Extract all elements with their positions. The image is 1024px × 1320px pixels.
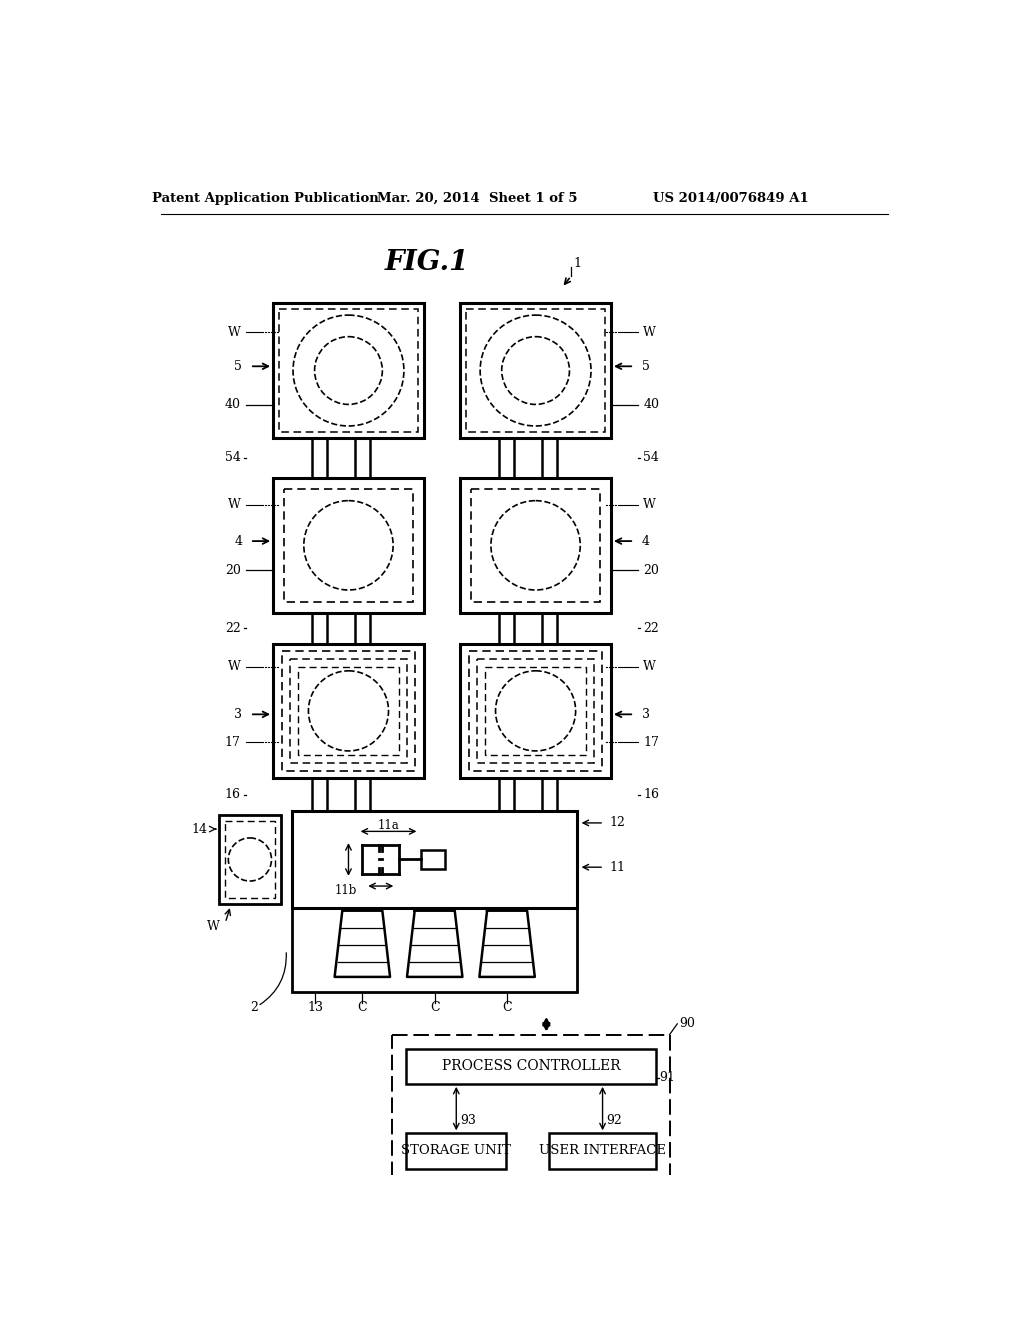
- Text: STORAGE UNIT: STORAGE UNIT: [401, 1144, 511, 1158]
- Text: 14: 14: [191, 822, 208, 836]
- Text: C: C: [357, 1001, 368, 1014]
- Bar: [460, 644, 611, 779]
- Text: W: W: [227, 660, 241, 673]
- Text: 3: 3: [642, 708, 650, 721]
- Text: 3: 3: [234, 708, 243, 721]
- Text: 16: 16: [224, 788, 241, 801]
- Text: 1: 1: [573, 256, 582, 269]
- Text: C: C: [503, 1001, 512, 1014]
- Text: 13: 13: [307, 1001, 324, 1014]
- Bar: [225, 821, 274, 898]
- Bar: [284, 488, 413, 602]
- Text: 20: 20: [225, 564, 241, 577]
- Text: C: C: [430, 1001, 439, 1014]
- Text: 22: 22: [225, 622, 241, 635]
- Bar: [292, 812, 578, 908]
- Text: Patent Application Publication: Patent Application Publication: [152, 191, 379, 205]
- Bar: [407, 1048, 655, 1084]
- Bar: [290, 659, 407, 763]
- Text: 93: 93: [460, 1114, 476, 1127]
- Text: 4: 4: [234, 535, 243, 548]
- Text: 12: 12: [609, 816, 626, 829]
- Text: W: W: [643, 660, 656, 673]
- Text: W: W: [227, 499, 241, 511]
- Bar: [471, 488, 600, 602]
- Bar: [354, 779, 370, 812]
- Text: 5: 5: [234, 360, 243, 372]
- Text: 40: 40: [224, 399, 241, 412]
- Text: 91: 91: [659, 1072, 676, 1084]
- Bar: [311, 779, 327, 812]
- Text: W: W: [227, 326, 241, 339]
- Text: W: W: [643, 326, 656, 339]
- Bar: [550, 1133, 655, 1168]
- Text: Mar. 20, 2014  Sheet 1 of 5: Mar. 20, 2014 Sheet 1 of 5: [377, 191, 578, 205]
- Text: 11b: 11b: [335, 884, 357, 898]
- Text: 22: 22: [643, 622, 659, 635]
- Bar: [280, 309, 418, 432]
- Bar: [421, 850, 445, 869]
- Bar: [460, 304, 611, 438]
- Bar: [273, 304, 424, 438]
- Bar: [477, 659, 594, 763]
- Bar: [311, 438, 327, 478]
- Bar: [469, 651, 602, 771]
- Bar: [298, 667, 399, 755]
- Bar: [354, 612, 370, 644]
- Bar: [499, 779, 514, 812]
- Text: US 2014/0076849 A1: US 2014/0076849 A1: [653, 191, 809, 205]
- Bar: [542, 438, 557, 478]
- Text: 40: 40: [643, 399, 659, 412]
- Bar: [499, 438, 514, 478]
- Text: 5: 5: [642, 360, 649, 372]
- Bar: [311, 612, 327, 644]
- Bar: [219, 816, 281, 904]
- Bar: [392, 1035, 670, 1181]
- Text: 4: 4: [642, 535, 650, 548]
- Text: 90: 90: [679, 1016, 694, 1030]
- Bar: [460, 478, 611, 612]
- Text: 2: 2: [250, 1001, 258, 1014]
- Bar: [407, 1133, 506, 1168]
- Text: USER INTERFACE: USER INTERFACE: [539, 1144, 666, 1158]
- Text: PROCESS CONTROLLER: PROCESS CONTROLLER: [441, 1059, 621, 1073]
- Bar: [542, 779, 557, 812]
- Text: 16: 16: [643, 788, 659, 801]
- Text: FIG.1: FIG.1: [385, 249, 469, 276]
- Bar: [273, 644, 424, 779]
- Text: W: W: [207, 920, 219, 933]
- Text: 11a: 11a: [378, 818, 399, 832]
- Bar: [542, 612, 557, 644]
- Text: 92: 92: [606, 1114, 623, 1127]
- Bar: [283, 651, 415, 771]
- Text: 17: 17: [225, 735, 241, 748]
- Bar: [499, 612, 514, 644]
- Text: W: W: [643, 499, 656, 511]
- Text: 17: 17: [643, 735, 659, 748]
- Bar: [292, 908, 578, 993]
- Text: 11: 11: [609, 861, 626, 874]
- Bar: [354, 438, 370, 478]
- Text: 54: 54: [225, 451, 241, 465]
- Text: 54: 54: [643, 451, 659, 465]
- Bar: [273, 478, 424, 612]
- Bar: [484, 667, 587, 755]
- Bar: [466, 309, 605, 432]
- Text: 20: 20: [643, 564, 659, 577]
